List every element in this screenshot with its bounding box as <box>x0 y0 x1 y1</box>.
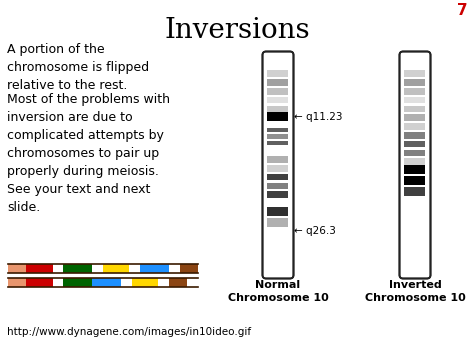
Bar <box>8 264 27 273</box>
FancyBboxPatch shape <box>263 51 293 279</box>
Bar <box>404 176 426 185</box>
Bar <box>267 200 289 207</box>
Text: Inverted
Chromosome 10: Inverted Chromosome 10 <box>365 280 465 303</box>
Bar <box>180 264 198 273</box>
Bar <box>92 264 103 273</box>
Text: Normal
Chromosome 10: Normal Chromosome 10 <box>228 280 328 303</box>
Text: http://www.dynagene.com/images/in10ideo.gif: http://www.dynagene.com/images/in10ideo.… <box>7 327 251 337</box>
Bar <box>187 278 198 287</box>
Bar <box>404 165 426 174</box>
Text: Inversions: Inversions <box>164 17 310 44</box>
Bar <box>404 141 426 147</box>
Bar <box>267 182 289 189</box>
Bar <box>404 123 426 130</box>
Bar <box>158 278 169 287</box>
Bar <box>32 264 53 273</box>
Bar <box>267 112 289 121</box>
Bar <box>404 158 426 165</box>
Bar <box>267 105 289 112</box>
Bar <box>267 141 289 145</box>
Bar <box>404 209 426 218</box>
Bar <box>121 278 132 287</box>
Bar <box>64 278 92 287</box>
Bar <box>169 278 187 287</box>
Bar <box>404 187 426 196</box>
Bar <box>404 149 426 156</box>
Bar <box>267 218 289 226</box>
Bar <box>92 278 121 287</box>
Bar <box>404 200 426 207</box>
Bar <box>27 278 32 287</box>
FancyBboxPatch shape <box>400 51 430 279</box>
Text: ← q26.3: ← q26.3 <box>294 226 336 236</box>
Bar <box>169 264 180 273</box>
Bar <box>267 97 289 103</box>
Bar <box>32 278 53 287</box>
Bar <box>404 79 426 86</box>
Text: A portion of the
chromosome is flipped
relative to the rest.: A portion of the chromosome is flipped r… <box>7 43 149 92</box>
Bar <box>404 105 426 112</box>
Bar <box>53 264 64 273</box>
Text: ← q11.23: ← q11.23 <box>294 111 343 122</box>
Bar <box>404 114 426 121</box>
Bar <box>267 88 289 94</box>
Text: 7: 7 <box>457 3 468 18</box>
Bar <box>64 264 92 273</box>
Bar <box>267 127 289 132</box>
Bar <box>267 70 289 77</box>
Bar <box>27 264 32 273</box>
Bar <box>53 278 64 287</box>
Bar <box>267 191 289 198</box>
Bar <box>129 264 140 273</box>
Bar <box>267 207 289 215</box>
Text: Most of the problems with
inversion are due to
complicated attempts by
chromosom: Most of the problems with inversion are … <box>7 93 170 214</box>
Bar <box>132 278 158 287</box>
Bar <box>267 174 289 180</box>
Bar <box>267 156 289 163</box>
Bar <box>267 147 289 154</box>
Bar <box>267 165 289 171</box>
Bar <box>140 264 169 273</box>
Bar <box>267 79 289 86</box>
Bar <box>103 264 129 273</box>
Bar <box>404 88 426 94</box>
Bar <box>404 70 426 77</box>
Bar <box>8 278 27 287</box>
Bar <box>267 134 289 138</box>
Bar <box>267 229 289 237</box>
Bar <box>404 132 426 138</box>
Bar <box>404 97 426 103</box>
